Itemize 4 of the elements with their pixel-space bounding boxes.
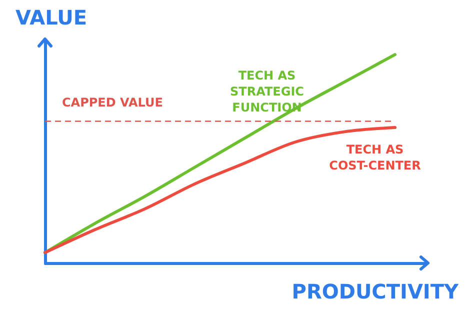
- x-axis-title: PRODUCTIVITY: [292, 280, 460, 304]
- series-label: TECH AS COST-CENTER: [329, 142, 421, 173]
- ref-line-label: CAPPED VALUE: [62, 95, 163, 110]
- y-axis-title: VALUE: [16, 6, 88, 30]
